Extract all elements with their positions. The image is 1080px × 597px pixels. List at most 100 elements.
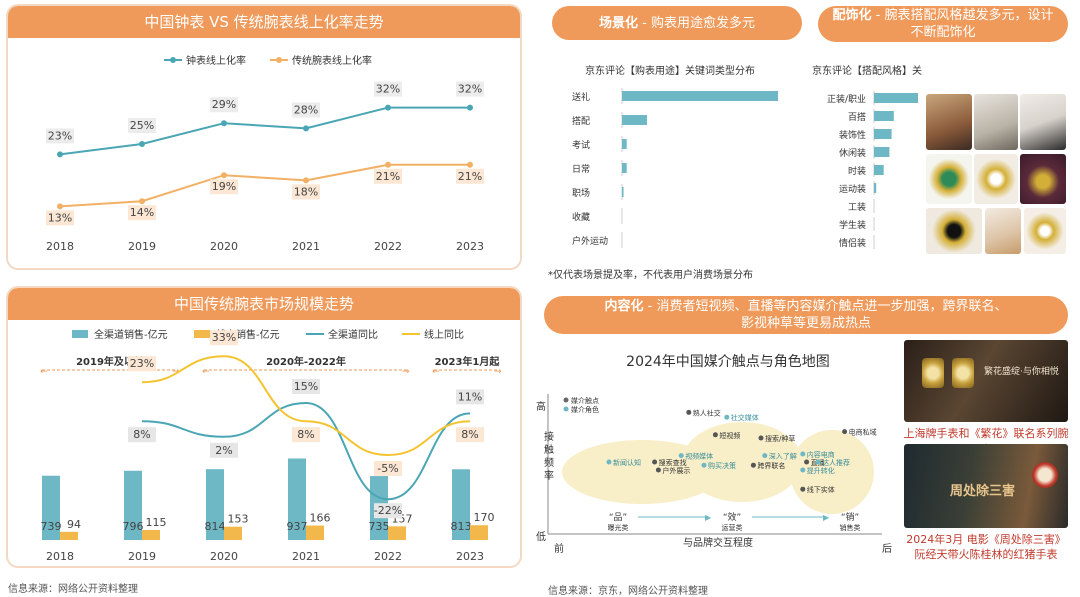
point-0-0 — [57, 151, 63, 158]
bar-total-0 — [42, 475, 60, 540]
point-0-3 — [303, 125, 309, 132]
y-axis-label-2: 频 — [544, 456, 554, 469]
style-bar-1 — [874, 111, 894, 121]
period-arrow-right-1: → — [402, 367, 410, 377]
y-axis-label-1: 触 — [544, 443, 554, 456]
scene-pill-bold: 场景化 — [599, 15, 639, 31]
style-pill: 配饰化 - 腕表搭配风格越发多元，设计不断配饰化 — [818, 6, 1068, 42]
content-pill-bold: 内容化 — [604, 299, 644, 314]
bar-total-label-3: 937 — [287, 520, 308, 533]
style-cat-3: 休闲装 — [839, 147, 866, 159]
bar-online-5 — [470, 525, 488, 540]
legend-swatch-0 — [72, 330, 88, 338]
x-tick-1: 2019 — [128, 240, 156, 253]
x-tick-2: 2020 — [210, 550, 238, 563]
point-0-5 — [467, 104, 473, 111]
usage-bar-3 — [622, 163, 627, 173]
style-cat-6: 工装 — [848, 201, 866, 213]
bar-online-3 — [306, 525, 324, 540]
ad-image-fanhua: 繁花盛绽·与你相悦 — [904, 340, 1068, 422]
period-arrow-right-0: → — [172, 367, 180, 377]
photo-style-6 — [1020, 154, 1066, 204]
label-bg-0-4 — [374, 81, 402, 97]
photo-style-2 — [974, 94, 1018, 150]
map-point-label-7: 深入了解 — [769, 452, 797, 461]
label-bg-0-2 — [210, 97, 238, 113]
ad2-watch-icon — [1032, 462, 1058, 488]
legend-label-2: 全渠道同比 — [328, 328, 378, 341]
x-end-back: 后 — [882, 543, 892, 555]
data-label-1-5: 21% — [458, 170, 482, 183]
style-chart-title: 京东评论【搭配风格】关键词类型分布 — [812, 64, 922, 77]
source-right: 信息来源：京东，网络公开资料整理 — [548, 586, 708, 597]
style-cat-5: 运动装 — [839, 183, 866, 195]
bar-total-1 — [124, 470, 142, 540]
point-0-4 — [385, 104, 391, 111]
usage-chart-title: 京东评论【购表用途】关键词类型分布 — [585, 64, 755, 77]
legend-marker-0 — [563, 397, 569, 403]
media-map-title: 2024年中国媒介触点与角色地图 — [626, 353, 830, 370]
series-line-0 — [59, 106, 470, 156]
legend-swatch-1 — [194, 330, 210, 338]
online-rate-chart: 钟表线上化率 传统腕表线上化率 23% 25% 29% 28% 32% 32% 13% 14% 19… — [46, 54, 484, 253]
point-1-4 — [385, 161, 391, 168]
yoy-label-3-2: 33% — [212, 331, 236, 344]
x-tick-0: 2018 — [46, 550, 74, 563]
map-point-2 — [712, 432, 718, 438]
x-tick-5: 2023 — [456, 240, 484, 253]
legend-label-3: 线上同比 — [424, 328, 464, 341]
data-label-0-4: 32% — [376, 83, 400, 96]
x-tick-1: 2019 — [128, 550, 156, 563]
point-0-1 — [139, 141, 145, 147]
period-label-2: 2023年1月起 — [435, 355, 501, 368]
ad1-text: 繁花盛绽·与你相悦 — [984, 367, 1059, 377]
map-point-label-4: 电商私域 — [849, 428, 877, 437]
bar-online-4 — [388, 526, 406, 540]
map-point-label-1: 社交媒体 — [731, 413, 759, 422]
yoy-bg-3-3 — [292, 427, 320, 443]
style-pill-bold: 配饰化 — [832, 8, 872, 23]
bar-online-label-0: 94 — [67, 518, 81, 531]
data-label-1-4: 21% — [376, 170, 400, 183]
photo-style-4 — [926, 154, 972, 204]
point-1-2 — [221, 172, 227, 179]
period-arrow-left-1: ← — [202, 367, 210, 377]
period-arrow-left-2: ← — [432, 367, 440, 377]
map-point-3 — [758, 435, 764, 441]
yoy-total-line — [141, 401, 471, 501]
point-1-1 — [139, 198, 145, 205]
y-axis-label-0: 接 — [544, 430, 554, 443]
label-bg-1-5 — [456, 168, 484, 184]
bar-total-2 — [206, 469, 224, 540]
style-cat-2: 装饰性 — [839, 129, 866, 141]
map-point-0 — [686, 409, 692, 415]
data-label-1-3: 18% — [294, 185, 318, 198]
yoy-bg-2-2 — [210, 442, 238, 458]
scene-note: *仅代表场景提及率，不代表用户消费场景分布 — [548, 270, 753, 281]
map-point-label-11: 跨界联名 — [757, 461, 785, 470]
bar-total-label-2: 814 — [205, 520, 226, 533]
scene-pill-text: - 购表用途愈发多元 — [638, 15, 755, 31]
style-cat-4: 时装 — [848, 165, 866, 177]
bar-online-label-1: 115 — [146, 516, 167, 529]
yoy-label-3-1: 23% — [130, 357, 154, 370]
map-point-12 — [804, 459, 810, 465]
label-bg-1-2 — [210, 179, 238, 195]
data-label-0-1: 25% — [130, 119, 154, 132]
x-tick-4: 2022 — [374, 550, 402, 563]
legend-label-1: 媒介角色 — [571, 405, 599, 414]
map-point-6 — [678, 453, 684, 459]
yoy-bg-2-4 — [374, 503, 402, 519]
yoy-online-line — [141, 355, 471, 457]
label-bg-0-3 — [292, 102, 320, 118]
usage-cat-5: 收藏 — [572, 211, 590, 223]
style-bar-4 — [874, 165, 884, 175]
yoy-label-2-3: 15% — [294, 380, 318, 393]
map-point-10 — [701, 462, 707, 468]
online-rate-title: 中国钟表 VS 传统腕表线上化率走势 — [8, 6, 520, 38]
map-point-label-15: 提升转化 — [807, 466, 835, 475]
x-tick-5: 2023 — [456, 550, 484, 563]
data-label-1-0: 13% — [48, 211, 72, 224]
map-point-label-0: 熟人社交 — [693, 408, 721, 417]
